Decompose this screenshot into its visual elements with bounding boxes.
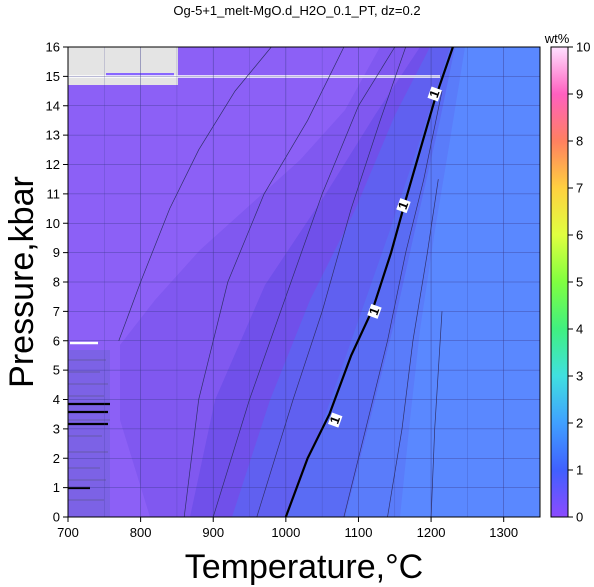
nodata-top (68, 47, 178, 85)
x-tick-label: 800 (130, 525, 152, 540)
colorbar-tick-label: 10 (576, 40, 590, 55)
thin-contour (183, 47, 345, 517)
thin-contour (256, 47, 407, 517)
contour-label: 1 (326, 412, 343, 428)
contour-label-text: 1 (426, 88, 443, 100)
y-tick-label: 10 (46, 216, 60, 231)
bold-contour (284, 47, 454, 517)
colorbar-tick-label: 7 (576, 181, 583, 196)
x-tick-label: 1000 (271, 525, 300, 540)
contour-label-bg (427, 86, 442, 102)
colorbar-tick-label: 5 (576, 275, 583, 290)
contour-label-bg (367, 303, 382, 319)
colorbar-tick-label: 3 (576, 369, 583, 384)
contour-label-bg (328, 412, 343, 428)
colorbar-tick-label: 2 (576, 416, 583, 431)
y-tick-label: 5 (53, 363, 60, 378)
y-tick-label: 12 (46, 157, 60, 172)
y-tick-label: 15 (46, 69, 60, 84)
contour-label-bg (396, 198, 411, 214)
colorbar-tick-label: 6 (576, 228, 583, 243)
colorbar: wt% 0 1 2 3 4 5 6 7 8 9 10 (544, 31, 591, 525)
colorbar-tick-label: 9 (576, 87, 583, 102)
thin-contour (343, 91, 443, 517)
y-tick-label: 2 (53, 451, 60, 466)
thin-contour (212, 47, 396, 517)
y-tick-label: 9 (53, 245, 60, 260)
y-tick-label: 8 (53, 275, 60, 290)
y-axis-label: Pressure,kbar (3, 176, 41, 388)
colorbar-tick-label: 0 (576, 510, 583, 525)
contour-labels: 1 1 1 1 (326, 86, 443, 428)
nodata-band (106, 73, 174, 77)
colorbar-label: wt% (544, 31, 570, 46)
x-tick-label: 900 (202, 525, 224, 540)
y-tick-label: 4 (53, 392, 60, 407)
y-tick-label: 3 (53, 421, 60, 436)
y-tick-label: 13 (46, 128, 60, 143)
thin-contour (430, 311, 443, 517)
thin-contours (118, 47, 443, 517)
x-ticks: 700 800 900 1000 1100 1200 1300 (57, 517, 518, 540)
thin-contour (387, 179, 439, 517)
contour-label-text: 1 (326, 414, 343, 426)
x-axis-label: Temperature,°C (185, 548, 423, 586)
contour-label-text: 1 (395, 199, 412, 211)
nodata-left-hatching (68, 359, 110, 501)
grid (68, 47, 540, 517)
y-tick-label: 1 (53, 480, 60, 495)
colorbar-tick-label: 8 (576, 134, 583, 149)
nodata-left (68, 350, 110, 517)
y-tick-label: 7 (53, 304, 60, 319)
plot-area: 1 1 1 1 (67, 46, 541, 518)
y-tick-label: 11 (47, 186, 61, 201)
colorbar-tick-label: 4 (576, 322, 583, 337)
y-tick-label: 16 (46, 40, 60, 55)
x-tick-label: 1300 (489, 525, 518, 540)
contour-label: 1 (366, 303, 383, 319)
y-tick-label: 6 (53, 333, 60, 348)
contour-label: 1 (426, 86, 443, 102)
y-tick-label: 0 (53, 510, 60, 525)
contour-label-text: 1 (366, 305, 383, 317)
x-tick-label: 1200 (417, 525, 446, 540)
colorbar-scale (550, 46, 569, 518)
thin-contour (118, 47, 272, 341)
chart-title: Og-5+1_melt-MgO.d_H2O_0.1_PT, dz=0.2 (173, 3, 420, 18)
y-tick-label: 14 (46, 98, 60, 113)
colorbar-tick-label: 1 (576, 463, 583, 478)
nodata-left-bold (68, 402, 110, 490)
colorbar-ticks: 0 1 2 3 4 5 6 7 8 9 10 (568, 40, 590, 525)
x-tick-label: 700 (57, 525, 79, 540)
x-tick-label: 1100 (344, 525, 372, 540)
contour-label: 1 (395, 198, 412, 214)
